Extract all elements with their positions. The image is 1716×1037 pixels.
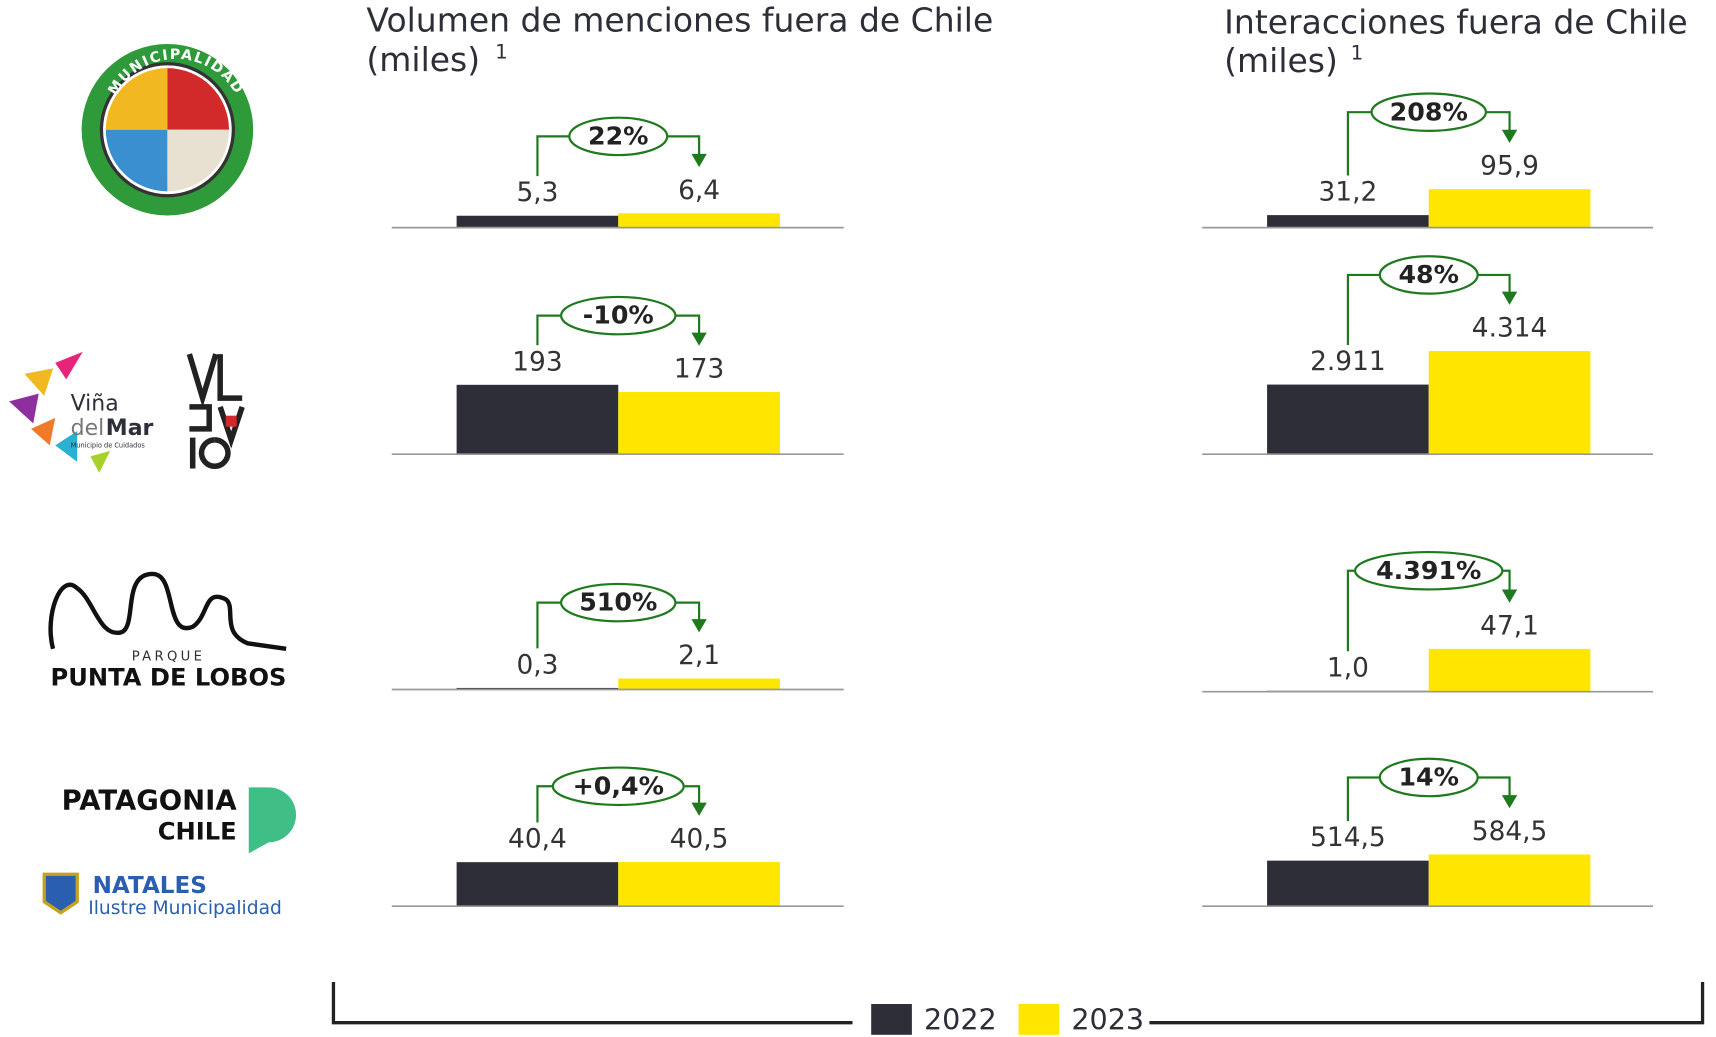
title: Volumen de menciones fuera de Chile [366,0,993,39]
annotation-oval [1370,92,1488,132]
value-label: 31,2 [1319,178,1378,208]
logo-atacama: MUNICIPALIDAD SAN PEDRO DE ATACAMA [81,43,254,249]
arrowhead [1501,129,1518,143]
logo-text: NATALES [93,873,207,899]
unit: (miles) [366,40,480,79]
bracket [536,785,701,823]
value-label: 1,0 [1327,653,1369,683]
annotation: 4.391% [1376,556,1481,585]
legend-swatch [871,1004,912,1035]
bar [1428,648,1591,692]
value-label: 40,5 [670,825,729,855]
logo-text: Municipio de Cuidados [71,441,146,449]
arrowhead [1501,291,1518,305]
bar [618,678,780,690]
annotation: +0,4% [573,771,664,800]
logo-text: PUNTA DE LOBOS [51,664,287,692]
annotation: 48% [1398,260,1459,289]
bar [618,862,780,907]
logo-lobos: PARQUE PUNTA DE LOBOS [48,571,287,692]
bar [1428,189,1591,228]
bar [618,391,780,455]
logo-text: CHILE [158,817,237,845]
value-label: 2,1 [678,641,720,671]
bar [1267,860,1429,907]
logo-patagonia: PATAGONIA CHILE NATALES Ilustre Municipa… [42,785,297,919]
annotation-oval [551,766,685,807]
logo-text: del [71,416,105,441]
title: Interacciones fuera de Chile [1224,3,1687,42]
footnote: 1 [1351,41,1364,64]
logo-text: PARQUE [132,650,205,665]
annotation-oval [559,295,677,336]
bracket [536,601,701,649]
annotation-oval [559,582,677,623]
logo-text: Viña [71,392,119,417]
unit: (miles) [1224,41,1338,80]
bracket [1346,569,1511,652]
annotation: -10% [583,301,654,330]
logo-text: Ilustre Municipalidad [88,898,282,919]
arrowhead [691,153,707,168]
bar [456,215,619,228]
arrowhead [1501,589,1518,603]
bar [456,384,619,455]
value-label: 5,3 [516,178,558,208]
legend-label: 2022 [924,1003,997,1037]
bar [1428,854,1591,907]
value-label: 193 [512,347,562,377]
annotation: 14% [1398,763,1459,792]
legend-label: 2023 [1071,1003,1144,1037]
bracket [1346,776,1511,822]
annotation-oval [568,116,669,157]
value-label: 0,3 [516,650,558,680]
footnote: 1 [495,40,508,63]
annotation-oval [1378,255,1479,295]
arrowhead [691,802,707,816]
value-label: 173 [674,355,724,385]
bracket [536,314,701,346]
annotation-oval [1353,550,1504,591]
bracket [1346,111,1511,176]
legend-swatch [1018,1004,1060,1035]
bracket [1346,273,1511,345]
value-label: 4.314 [1472,314,1548,344]
value-label: 40,4 [508,825,567,855]
arrowhead [691,619,707,633]
arrowhead [1501,795,1518,809]
bar [1267,215,1429,228]
bar [1267,384,1429,455]
bar [618,213,780,228]
annotation: 208% [1390,97,1468,126]
bar [1428,351,1591,455]
value-label: 47,1 [1480,611,1539,641]
value-label: 514,5 [1310,823,1386,853]
logo-text: Mar [106,416,154,441]
value-label: 6,4 [678,176,720,206]
value-label: 2.911 [1310,347,1386,377]
logo-vina: Viña del Mar Municipio de Cuidados [9,351,245,473]
value-label: 95,9 [1480,152,1539,182]
arrowhead [691,332,707,346]
value-label: 584,5 [1472,817,1548,847]
bar [456,862,619,907]
annotation: 510% [579,588,657,617]
bracket [536,135,701,177]
logo-text: PATAGONIA [62,785,238,817]
annotation: 22% [588,121,649,150]
legend-bracket [331,982,1705,1025]
annotation-oval [1378,757,1479,798]
